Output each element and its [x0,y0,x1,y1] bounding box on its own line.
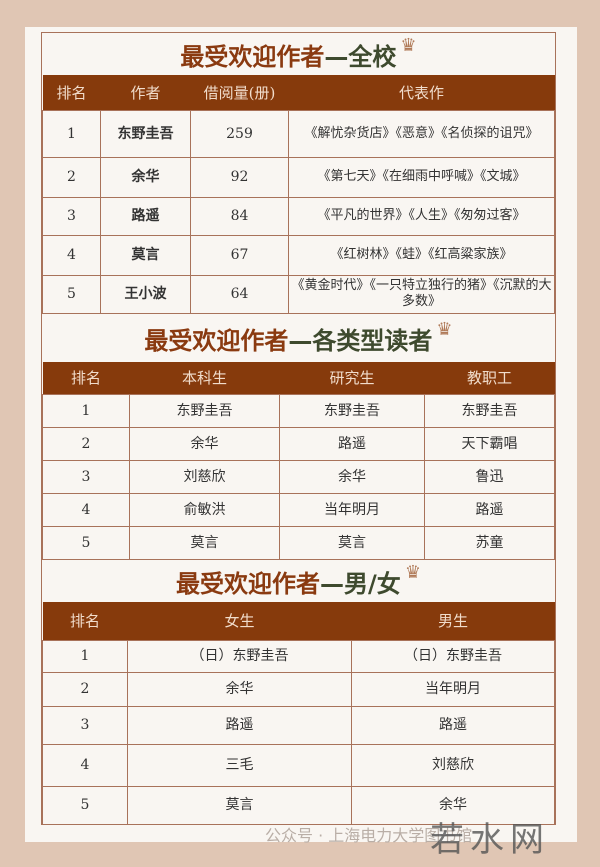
table-cell: 东野圭吾 [129,393,280,428]
table-row: 2 余华 当年明月 [42,671,555,707]
title-suffix: —各类型读者 [288,326,433,355]
table-cell: 5 [42,785,128,825]
table-cell: 1 [42,393,130,428]
table-cell: 当年明月 [279,492,425,527]
table-row: 1 （日）东野圭吾 （日）东野圭吾 [42,639,555,673]
table-cell: 67 [190,234,289,276]
table-cell: 莫言 [127,785,352,825]
table-row: 1 东野圭吾 259 《解忧杂货店》《恶意》《名侦探的诅咒》 [42,109,555,158]
table-cell: 路遥 [100,196,191,236]
column-header: 研究生 [279,362,425,394]
table-cell: 俞敏洪 [129,492,280,527]
table-cell: 路遥 [279,426,425,461]
column-header: 教职工 [424,362,555,394]
column-header: 代表作 [288,75,555,110]
table-cell: 余华 [351,785,555,825]
column-header: 排名 [42,602,128,640]
column-header: 女生 [127,602,352,640]
table-cell: 2 [42,426,130,461]
table-cell: 《解忧杂货店》《恶意》《名侦探的诅咒》 [288,109,555,158]
table-cell: 东野圭吾 [279,393,425,428]
column-header: 作者 [100,75,191,110]
table-cell: 莫言 [279,525,425,560]
table-cell: 余华 [100,156,191,198]
table-cell: 《平凡的世界》《人生》《匆匆过客》 [288,196,555,236]
table-cell: 路遥 [127,705,352,745]
table-cell: 《黄金时代》《一只特立独行的猪》《沉默的大多数》 [288,274,555,314]
title-main: 最受欢迎作者 [176,569,321,598]
table-row: 3 路遥 84 《平凡的世界》《人生》《匆匆过客》 [42,196,555,236]
table-cell: 1 [42,109,101,158]
table-cell: 3 [42,196,101,236]
title-main: 最受欢迎作者 [144,326,289,355]
table-cell: 84 [190,196,289,236]
table-cell: 三毛 [127,743,352,787]
table-cell: 1 [42,639,128,673]
table-row: 4 三毛 刘慈欣 [42,743,555,787]
table-row: 3 刘慈欣 余华 鲁迅 [42,459,555,494]
table-cell: 5 [42,525,130,560]
crown-icon: ♛ [436,318,453,340]
title-suffix: —男/女 [320,569,401,598]
table-cell: 天下霸唱 [424,426,555,461]
table-cell: 东野圭吾 [100,109,191,158]
reader-table: 排名 本科生 研究生 教职工 1 东野圭吾 东野圭吾 东野圭吾 2 余华 路遥 天下霸唱 3 刘慈欣 余华鲁… [41,362,556,560]
table-cell: 5 [42,274,101,314]
table-row: 2 余华 路遥 天下霸唱 [42,426,555,461]
table-row: 4 莫言 67 《红树林》《蛙》《红高粱家族》 [42,234,555,276]
title-suffix: —全校 [324,42,397,71]
table-cell: 路遥 [424,492,555,527]
table-cell: 鲁迅 [424,459,555,494]
table-row: 2 余华 92 《第七天》《在细雨中呼喊》《文城》 [42,156,555,198]
table-cell: 余华 [127,671,352,707]
column-header: 借阅量(册) [190,75,289,110]
school-table: 排名 作者 借阅量(册) 代表作 1 东野圭吾 259 《解忧杂货店》《恶意》《名侦探的诅咒》… [41,75,556,314]
gender-title: 最受欢迎作者 —男/女 ♛ [41,559,556,602]
crown-icon: ♛ [404,561,421,583]
crown-icon: ♛ [400,34,417,56]
school-title: 最受欢迎作者 —全校 ♛ [41,32,556,75]
table-cell: 王小波 [100,274,191,314]
table-cell: 《红树林》《蛙》《红高粱家族》 [288,234,555,276]
table-cell: 莫言 [129,525,280,560]
table-row: 1 东野圭吾 东野圭吾 东野圭吾 [42,393,555,428]
table-cell: 路遥 [351,705,555,745]
title-main: 最受欢迎作者 [180,42,325,71]
table-row: 5 莫言 余华 [42,785,555,825]
watermark-text: 公众号 · 上海电力大学图书馆 [265,826,473,845]
reader-title: 最受欢迎作者 —各类型读者 ♛ [41,313,556,362]
table-cell: 莫言 [100,234,191,276]
table-cell: 2 [42,671,128,707]
table-cell: 苏童 [424,525,555,560]
table-cell: （日）东野圭吾 [127,639,352,673]
table-cell: 余华 [279,459,425,494]
table-row: 4 俞敏洪 当年明月 路遥 [42,492,555,527]
column-header: 排名 [42,75,101,110]
column-header: 男生 [351,602,555,640]
table-cell: 4 [42,743,128,787]
table-cell: 当年明月 [351,671,555,707]
table-cell: 刘慈欣 [129,459,280,494]
table-cell: 4 [42,234,101,276]
table-cell: 刘慈欣 [351,743,555,787]
table-cell: 2 [42,156,101,198]
table-cell: 余华 [129,426,280,461]
column-header: 排名 [42,362,130,394]
table-cell: 东野圭吾 [424,393,555,428]
table-row: 5 王小波 64 《黄金时代》《一只特立独行的猪》《沉默的大多数》 [42,274,555,314]
column-header: 本科生 [129,362,280,394]
table-cell: 3 [42,705,128,745]
table-cell: 3 [42,459,130,494]
table-cell: 92 [190,156,289,198]
table-cell: 4 [42,492,130,527]
table-row: 5 莫言 莫言 苏童 [42,525,555,560]
table-cell: 《第七天》《在细雨中呼喊》《文城》 [288,156,555,198]
gender-table: 排名 女生 男生 1 （日）东野圭吾 （日）东野圭吾 2 余华 当年明月 3 路遥 路遥 4 三毛 刘慈欣 5… [41,602,556,825]
table-cell: 259 [190,109,289,158]
table-cell: （日）东野圭吾 [351,639,555,673]
watermark-overlay: 若水网 [430,820,550,860]
table-cell: 64 [190,274,289,314]
table-row: 3 路遥 路遥 [42,705,555,745]
